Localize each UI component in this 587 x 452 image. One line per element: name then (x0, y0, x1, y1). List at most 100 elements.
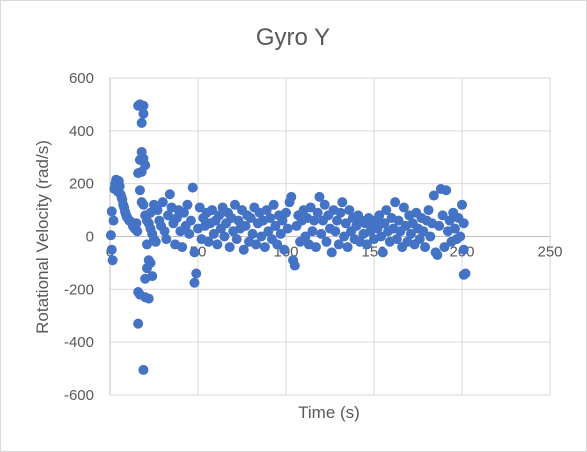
data-point (414, 234, 425, 245)
data-point (177, 242, 188, 253)
data-point (377, 247, 388, 258)
data-point (178, 207, 189, 218)
data-point (420, 242, 431, 253)
axes (109, 78, 550, 395)
data-point (332, 215, 343, 226)
data-point (106, 206, 117, 217)
data-point (449, 223, 460, 234)
data-point (425, 231, 436, 242)
data-point (187, 182, 198, 193)
data-point (272, 239, 283, 250)
data-point (300, 231, 311, 242)
data-point (159, 226, 170, 237)
data-point (207, 205, 218, 216)
data-point (138, 364, 149, 375)
data-point (305, 202, 316, 213)
data-point (376, 231, 387, 242)
data-point (189, 247, 200, 258)
data-point (275, 228, 286, 239)
data-point (379, 218, 390, 229)
data-point (208, 228, 219, 239)
data-point (132, 226, 143, 237)
data-point (141, 239, 152, 250)
data-point (214, 210, 225, 221)
y-tick-labels: -600 -400 -200 0 200 400 600 (64, 70, 94, 404)
data-point (212, 239, 223, 250)
data-point (277, 215, 288, 226)
data-point (339, 231, 350, 242)
data-point (458, 218, 469, 229)
data-point (138, 199, 149, 210)
chart-title: Gyro Y (256, 24, 330, 51)
data-point (191, 268, 202, 279)
data-point (182, 199, 193, 210)
data-point (114, 181, 125, 192)
data-point (398, 202, 409, 213)
data-point (437, 210, 448, 221)
data-point (321, 236, 332, 247)
data-point (441, 185, 452, 196)
data-point (282, 223, 293, 234)
data-point (171, 213, 182, 224)
data-point (279, 244, 290, 255)
data-point (185, 215, 196, 226)
data-point (330, 226, 341, 237)
data-point (133, 168, 144, 179)
data-point (333, 239, 344, 250)
data-point (238, 244, 249, 255)
data-point (432, 249, 443, 260)
data-point (161, 234, 172, 245)
y-axis-label: Rotational Velocity (rad/s) (33, 140, 52, 334)
data-point (316, 228, 327, 239)
y-tick-label: 0 (86, 229, 94, 246)
data-point (189, 277, 200, 288)
data-point (229, 199, 240, 210)
data-point (259, 242, 270, 253)
data-point (423, 205, 434, 216)
data-point (138, 100, 149, 111)
data-point (157, 197, 168, 208)
data-point (219, 231, 230, 242)
data-point (107, 255, 118, 266)
data-point (286, 191, 297, 202)
data-point (289, 260, 300, 271)
data-point (312, 207, 323, 218)
data-point (455, 231, 466, 242)
data-point (326, 247, 337, 258)
data-point (134, 185, 145, 196)
data-point (405, 228, 416, 239)
data-point (458, 244, 469, 255)
data-point (194, 202, 205, 213)
data-point (224, 242, 235, 253)
data-point (374, 210, 385, 221)
data-point (256, 231, 267, 242)
data-point (390, 197, 401, 208)
data-point (265, 213, 276, 224)
data-point (147, 271, 158, 282)
data-point (131, 218, 142, 229)
y-tick-label: 600 (69, 70, 94, 87)
data-point (203, 236, 214, 247)
data-point (391, 234, 402, 245)
data-point (444, 215, 455, 226)
data-point (344, 205, 355, 216)
data-point (310, 242, 321, 253)
gridlines (110, 77, 551, 396)
data-point (393, 215, 404, 226)
data-point (133, 318, 144, 329)
data-point (247, 228, 258, 239)
data-point (145, 257, 156, 268)
data-point (337, 197, 348, 208)
data-point (138, 108, 149, 119)
data-point (309, 215, 320, 226)
data-point (372, 223, 383, 234)
y-tick-label: -400 (64, 334, 94, 351)
data-point (361, 239, 372, 250)
y-tick-label: -200 (64, 281, 94, 298)
data-point (434, 220, 445, 231)
data-point (270, 220, 281, 231)
data-point (418, 226, 429, 237)
data-point (152, 205, 163, 216)
data-point (281, 207, 291, 218)
